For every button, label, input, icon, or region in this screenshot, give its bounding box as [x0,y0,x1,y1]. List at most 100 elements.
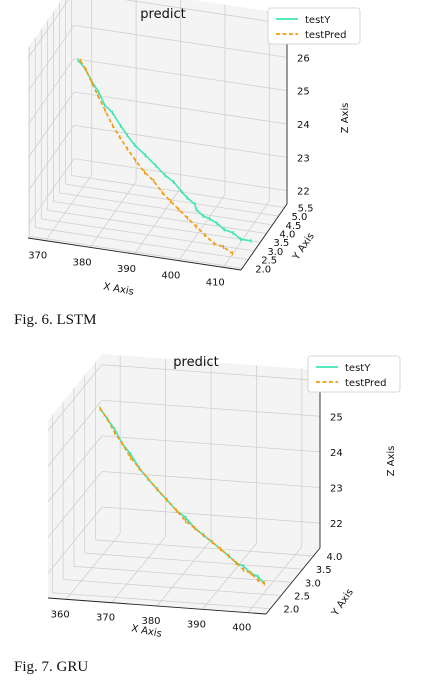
z-axis-label: Z Axis [340,103,351,134]
grid-line [47,400,103,467]
x-tick-label: 360 [51,609,70,620]
grid-line [29,235,243,269]
z-tick-label: 24 [297,120,310,131]
x-tick-label: 380 [141,616,160,627]
grid-line [47,435,103,503]
z-tick-label: 26 [297,53,310,64]
grid-line [47,471,103,538]
figure-caption-lstm: Fig. 6. LSTM [14,312,97,328]
grid-line [73,24,288,58]
grid-line [27,125,75,192]
chart-panel-lstm: 370 380 390 400 410 2.0 2.5 3.0 3.5 4.0 4.5 5.0 5.5 2… [0,0,426,310]
z-tick-label: 23 [297,153,310,164]
z-tick-label: 23 [330,483,343,494]
grid-line [65,183,279,217]
grid-line [35,227,249,260]
x-axis-line [47,597,267,615]
grid-line [156,539,212,607]
figure-caption-gru: Fig. 7. GRU [14,659,89,675]
z-tick-label: 25 [330,412,343,423]
x-tick-label: 380 [73,257,92,268]
z-tick-label: 24 [330,448,343,459]
grid-line [45,174,93,241]
y-tick-label: 3.5 [316,565,332,576]
x-tick-label: 410 [206,277,225,288]
chart-gru: 3603703803904002.02.53.03.54.02223242526… [47,354,401,640]
grid-line [27,91,75,159]
chart-lstm: 370 380 390 400 410 2.02.53.03.54.04.55.05.5 2… [27,0,361,298]
chart-title: predict [173,355,218,370]
legend-label-testy: testY [305,15,331,26]
grid-line [202,543,257,610]
grid-line [84,552,303,570]
y-tick-label: 5.0 [292,212,308,223]
z-tick-label: 22 [330,519,343,530]
grid-line [52,592,271,610]
side-wall-pane [48,354,102,598]
series-line-testpred [79,60,233,255]
chart-title: predict [140,7,185,22]
grid-line [65,533,121,600]
x-tick-label: 400 [161,271,180,282]
series-line-testy [77,59,252,242]
grid-line [63,579,282,596]
legend-label-testpred: testPred [305,30,346,41]
y-tick-label: 2.0 [283,605,299,616]
grid-line [73,565,292,583]
x-tick-label: 370 [28,251,47,262]
y-tick-label: 2.5 [294,592,310,603]
x-axis-line [27,237,242,271]
legend-label-testy: testY [345,363,371,374]
grid-line [27,0,69,59]
y-tick-label: 2.0 [255,264,271,275]
grid-line [124,0,288,25]
y-tick-label: 3.0 [305,578,321,589]
grid-line [27,25,75,92]
grid-line [73,124,288,158]
grid-line [47,364,103,431]
grid-line [247,546,303,613]
grid-line [27,158,75,225]
grid-line [134,187,181,255]
grid-line [101,364,321,382]
y-tick-label: 2.5 [261,256,277,267]
grid-line [53,201,267,234]
grid-line [101,399,321,417]
y-tick-label: 4.5 [285,221,301,232]
chart-panel-gru: 3603703803904002.02.53.03.54.02223242526… [0,348,426,658]
y-tick-label: 5.5 [298,203,314,214]
legend-label-testpred: testPred [345,378,386,389]
series-line-testpred [99,408,265,585]
grid-line [73,91,288,125]
grid-line [95,539,314,557]
y-tick-label: 3.0 [267,247,283,258]
legend-box [307,355,401,393]
y-tick-label: 4.0 [279,230,295,241]
z-tick-label: 22 [297,187,310,198]
x-tick-label: 390 [117,264,136,275]
grid-line [101,506,321,524]
grid-line [178,194,226,261]
grid-line [47,506,103,574]
side-wall-pane [28,0,74,238]
x-tick-label: 370 [96,613,115,624]
grid-line [101,435,321,453]
grid-line [89,181,137,248]
z-axis-label: Z Axis [386,446,397,477]
y-tick-label: 4.0 [327,552,343,563]
grid-line [101,471,321,488]
legend-box [267,7,361,45]
x-tick-label: 400 [232,623,251,634]
grid-line [111,536,166,603]
y-axis-label: Y Axis [329,587,355,619]
grid-line [73,158,288,192]
y-axis-line [240,203,288,271]
x-axis-label: X Axis [102,281,134,298]
x-tick-label: 390 [187,619,206,630]
grid-line [27,58,75,125]
grid-line [73,58,288,92]
grid-line [222,201,270,268]
y-axis-line [265,547,321,615]
z-tick-label: 25 [297,87,310,98]
grid-line [59,192,273,226]
